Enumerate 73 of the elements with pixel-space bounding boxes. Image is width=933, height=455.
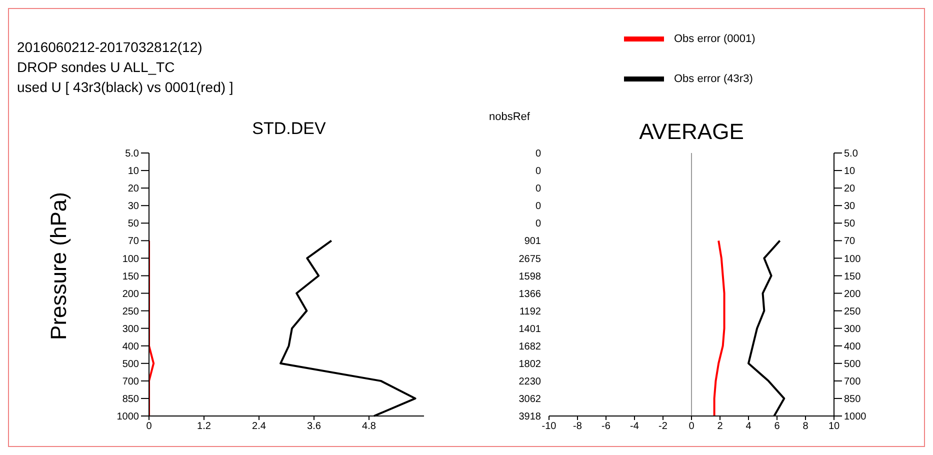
text: used U [ 43r3(black) vs 0001(red) ] <box>17 78 234 97</box>
y-tick-label: 30 <box>128 201 140 212</box>
y-tick-label: 10 <box>844 166 856 178</box>
y2-axis-title: nobsRef <box>489 111 530 123</box>
legend-label: Obs error (43r3) <box>674 72 753 85</box>
y2-tick-label: 901 <box>524 236 542 248</box>
y2-tick-label: 1802 <box>518 358 542 370</box>
y-tick-label: 700 <box>122 376 140 388</box>
y2-tick-label: 0 <box>535 218 542 230</box>
y-tick-label: 700 <box>844 376 862 388</box>
y-tick-label: 70 <box>844 236 856 248</box>
y2-tick-label: 0 <box>535 201 542 212</box>
x-tick-label: 6 <box>774 421 780 432</box>
y2-tick-label: 3918 <box>518 412 542 423</box>
x-tick-label: -10 <box>542 421 557 432</box>
y-tick-label: 500 <box>122 358 140 370</box>
text: 2016060212-2017032812(12) <box>17 38 204 57</box>
y-tick-label: 150 <box>122 271 140 282</box>
x-tick-label: 10 <box>828 421 840 432</box>
chart-title: AVERAGE <box>638 119 745 145</box>
x-tick-label: 0 <box>146 421 152 432</box>
y-tick-label: 400 <box>844 341 862 352</box>
y-tick-label: 200 <box>844 288 862 300</box>
y-tick-label: 20 <box>844 184 856 195</box>
y-tick-label: 200 <box>122 288 140 300</box>
y-tick-label: 400 <box>122 341 140 352</box>
x-tick-label: 2.4 <box>252 421 266 432</box>
x-tick-label: 0 <box>688 421 695 432</box>
y-tick-label: 1000 <box>844 412 867 423</box>
y2-tick-label: 1366 <box>518 288 542 300</box>
y2-tick-label: 1401 <box>518 324 542 335</box>
x-tick-label: -6 <box>602 421 611 432</box>
y-tick-label: 50 <box>844 218 856 230</box>
x-tick-label: 4.8 <box>362 421 376 432</box>
x-tick-label: 2 <box>717 421 724 432</box>
y-tick-label: 20 <box>128 184 140 195</box>
y-tick-label: 5.0 <box>125 148 140 160</box>
y-tick-label: 5.0 <box>844 148 858 160</box>
y-tick-label: 300 <box>122 324 140 335</box>
y-tick-label: 50 <box>128 218 140 230</box>
y-tick-label: 250 <box>844 306 862 318</box>
chart-title: STD.DEV <box>251 119 327 139</box>
x-tick-label: -2 <box>658 421 668 432</box>
x-tick-label: -4 <box>630 421 640 432</box>
legend-label: Obs error (0001) <box>674 32 756 45</box>
y2-tick-label: 0 <box>535 148 542 160</box>
x-tick-label: 3.6 <box>307 421 322 432</box>
y2-tick-label: 0 <box>535 166 542 178</box>
y2-tick-label: 1192 <box>519 306 542 318</box>
y-tick-label: 150 <box>844 271 862 282</box>
y2-tick-label: 1682 <box>518 341 542 352</box>
x-tick-label: 4 <box>746 421 752 432</box>
y2-tick-label: 3062 <box>518 394 542 406</box>
x-tick-label: 1.2 <box>197 421 212 432</box>
text: DROP sondes U ALL_TC <box>17 58 176 77</box>
y-tick-label: 500 <box>844 358 862 370</box>
y-tick-label: 10 <box>128 166 140 178</box>
x-tick-label: -8 <box>573 421 582 432</box>
y-axis-title: Pressure (hPa) <box>46 191 72 342</box>
y-tick-label: 70 <box>128 236 140 248</box>
y2-tick-label: 0 <box>535 184 542 195</box>
y-tick-label: 250 <box>122 306 140 318</box>
y-tick-label: 850 <box>122 394 140 406</box>
y2-tick-label: 1598 <box>518 271 542 282</box>
y-tick-label: 850 <box>844 394 862 406</box>
y-tick-label: 300 <box>844 324 862 335</box>
y2-tick-label: 2675 <box>518 254 542 265</box>
y2-tick-label: 2230 <box>518 376 542 388</box>
y-tick-label: 30 <box>844 201 856 212</box>
y-tick-label: 100 <box>844 254 862 265</box>
y-tick-label: 100 <box>122 254 140 265</box>
y-tick-label: 1000 <box>116 412 140 423</box>
x-tick-label: 8 <box>802 421 809 432</box>
